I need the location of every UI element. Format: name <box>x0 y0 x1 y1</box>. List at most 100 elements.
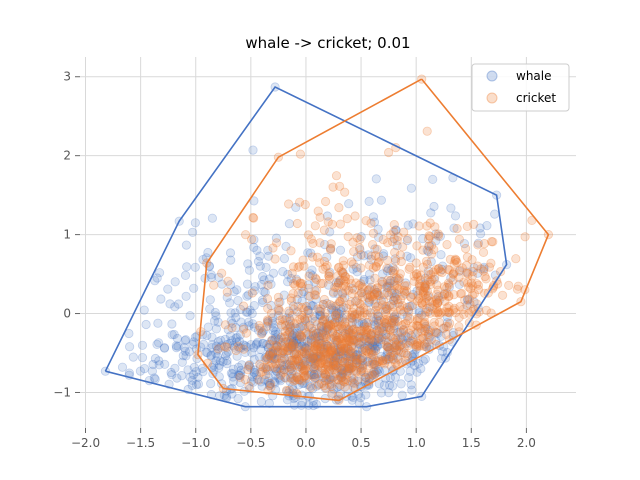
whale-point <box>216 342 226 352</box>
whale-point <box>232 285 242 295</box>
cricket-point <box>384 301 394 311</box>
cricket-point <box>262 294 273 304</box>
whale-point <box>387 353 398 363</box>
cricket-point <box>364 337 374 347</box>
whale-point <box>203 322 213 332</box>
whale-point <box>389 234 399 244</box>
cricket-point <box>412 296 422 306</box>
whale-point <box>366 342 376 352</box>
whale-point <box>407 385 417 395</box>
whale-point <box>197 363 207 373</box>
whale-point <box>331 351 341 361</box>
whale-point <box>240 347 250 357</box>
cricket-point <box>247 288 257 298</box>
cricket-point <box>294 261 305 271</box>
whale-point <box>403 220 413 230</box>
whale-point <box>310 333 321 343</box>
whale-point <box>400 289 410 299</box>
cricket-point <box>462 221 472 231</box>
cricket-point <box>419 341 429 351</box>
legend-marker-cricket <box>486 92 498 104</box>
cricket-point <box>356 364 366 374</box>
whale-point <box>405 253 416 263</box>
whale-point <box>249 242 259 252</box>
whale-point <box>334 313 344 323</box>
whale-point <box>338 288 348 298</box>
whale-point <box>363 357 373 367</box>
whale-point <box>315 310 325 320</box>
cricket-point <box>396 347 406 358</box>
cricket-point <box>315 212 325 222</box>
whale-point <box>206 350 216 360</box>
cricket-point <box>227 323 237 333</box>
whale-point <box>257 295 267 305</box>
cricket-point <box>401 318 411 328</box>
cricket-point <box>244 360 254 371</box>
whale-point <box>286 369 297 379</box>
whale-point <box>303 280 314 290</box>
whale-point <box>236 343 246 353</box>
whale-point <box>193 372 203 382</box>
legend-label-whale: whale <box>516 69 552 83</box>
whale-point <box>286 273 296 284</box>
cricket-point <box>371 302 381 312</box>
cricket-point <box>465 299 475 309</box>
whale-point <box>357 344 368 354</box>
whale-point <box>170 302 180 312</box>
whale-point <box>190 218 200 228</box>
cricket-point <box>434 317 444 327</box>
cricket-point <box>430 222 440 232</box>
cricket-point <box>442 240 452 250</box>
whale-point <box>249 354 259 364</box>
whale-point <box>351 354 361 365</box>
whale-point <box>180 270 191 280</box>
whale-point <box>294 380 304 390</box>
whale-point <box>323 280 334 290</box>
cricket-point <box>342 214 352 224</box>
whale-point <box>355 340 365 350</box>
cricket-point <box>270 254 280 264</box>
whale-point <box>223 347 233 357</box>
whale-point <box>264 378 275 389</box>
cricket-point <box>478 247 489 257</box>
cricket-point <box>209 280 219 290</box>
cricket-point <box>421 256 432 266</box>
whale-point <box>264 349 274 359</box>
whale-point <box>403 305 413 315</box>
cricket-point <box>392 235 402 245</box>
whale-point <box>303 305 313 315</box>
whale-point <box>268 268 279 278</box>
whale-point <box>409 360 420 371</box>
whale-point <box>246 376 256 386</box>
cricket-point <box>374 356 384 367</box>
whale-point <box>335 371 345 381</box>
whale-point <box>284 313 294 324</box>
x-tick-label: −0.5 <box>236 436 265 450</box>
whale-point <box>435 231 445 241</box>
whale-point <box>309 363 319 374</box>
whale-point <box>264 380 274 391</box>
whale-point <box>265 380 275 390</box>
whale-point <box>322 211 332 221</box>
cricket-point <box>346 297 356 307</box>
whale-point <box>191 380 201 390</box>
cricket-point <box>336 321 347 331</box>
cricket-point <box>297 279 307 289</box>
whale-point <box>222 358 232 369</box>
whale-point <box>177 370 187 381</box>
whale-point <box>248 319 258 329</box>
whale-point <box>393 274 403 284</box>
whale-point <box>482 221 492 231</box>
whale-point <box>338 356 348 366</box>
whale-point <box>226 308 236 318</box>
cricket-point <box>460 243 471 254</box>
whale-point <box>290 349 300 359</box>
whale-point <box>391 289 401 299</box>
whale-point <box>173 299 184 309</box>
whale-point <box>300 343 310 353</box>
x-tick-label: −1.0 <box>181 436 210 450</box>
whale-point <box>209 316 220 326</box>
whale-point <box>432 328 442 338</box>
cricket-point <box>394 275 404 286</box>
whale-point <box>284 339 294 349</box>
